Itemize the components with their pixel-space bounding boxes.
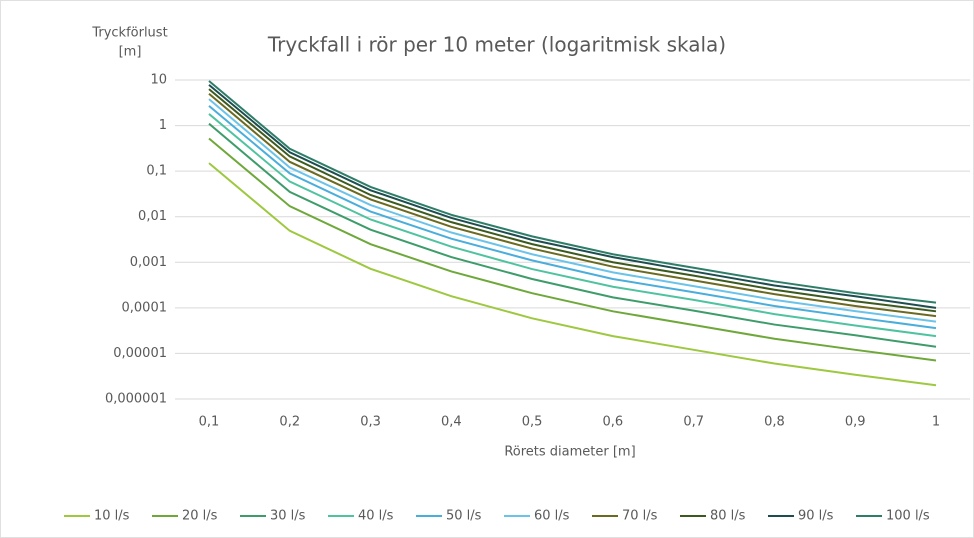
- legend-label: 30 l/s: [270, 509, 306, 524]
- series-line: [208, 113, 937, 338]
- legend-label: 100 l/s: [886, 509, 930, 524]
- y-axis-label: [m]: [119, 45, 142, 60]
- series-line: [208, 80, 937, 304]
- legend-label: 70 l/s: [622, 509, 658, 524]
- x-tick-label: 1: [932, 415, 940, 430]
- x-tick-label: 0,3: [360, 415, 381, 430]
- series-line: [208, 137, 937, 362]
- y-axis-label: Tryckförlust: [91, 26, 167, 41]
- series-line: [208, 98, 937, 323]
- series-line: [208, 162, 937, 387]
- x-tick-label: 0,6: [603, 415, 624, 430]
- series-line: [208, 92, 937, 318]
- series-line: [208, 88, 937, 313]
- x-tick-label: 0,7: [683, 415, 704, 430]
- y-tick-label: 0,00001: [113, 346, 167, 361]
- y-tick-label: 0,001: [130, 255, 167, 270]
- series-line: [208, 84, 937, 309]
- legend-label: 40 l/s: [358, 509, 394, 524]
- legend-label: 10 l/s: [94, 509, 130, 524]
- legend-label: 20 l/s: [182, 509, 218, 524]
- x-tick-label: 0,5: [522, 415, 543, 430]
- legend-label: 90 l/s: [798, 509, 834, 524]
- y-tick-label: 0,01: [138, 209, 167, 224]
- y-tick-label: 0,000001: [105, 392, 167, 407]
- y-tick-label: 1: [159, 118, 167, 133]
- x-tick-label: 0,4: [441, 415, 462, 430]
- x-tick-label: 0,8: [764, 415, 785, 430]
- x-axis-label: Rörets diameter [m]: [504, 445, 635, 460]
- y-tick-label: 10: [150, 73, 167, 88]
- y-tick-label: 0,0001: [122, 300, 168, 315]
- series-line: [208, 105, 937, 330]
- legend-label: 80 l/s: [710, 509, 746, 524]
- x-tick-label: 0,1: [199, 415, 220, 430]
- chart-title: Tryckfall i rör per 10 meter (logaritmis…: [267, 33, 726, 57]
- y-tick-label: 0,1: [146, 164, 167, 179]
- x-tick-label: 0,9: [845, 415, 866, 430]
- series-line: [208, 122, 937, 348]
- x-tick-label: 0,2: [279, 415, 300, 430]
- legend-label: 50 l/s: [446, 509, 482, 524]
- legend-label: 60 l/s: [534, 509, 570, 524]
